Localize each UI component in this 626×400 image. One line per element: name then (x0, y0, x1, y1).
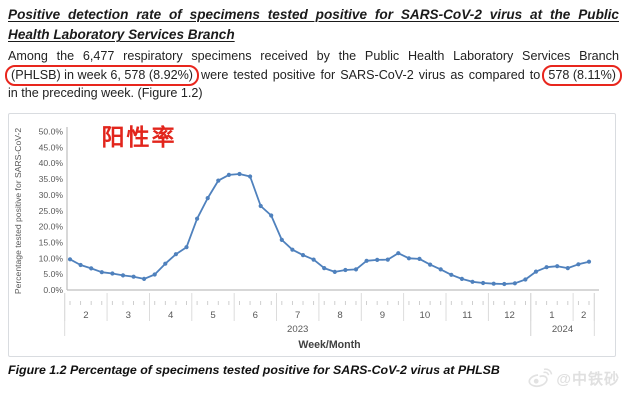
data-point-marker (406, 256, 411, 261)
data-point-marker (555, 264, 560, 269)
data-point-marker (544, 265, 549, 270)
data-point-marker (565, 266, 570, 271)
data-point-marker (89, 266, 94, 271)
data-point-marker (67, 257, 73, 262)
data-point-marker (300, 253, 306, 258)
data-point-marker (152, 272, 157, 277)
data-point-marker (353, 267, 359, 272)
data-point-marker (322, 266, 327, 271)
watermark: @中铁砂 (527, 368, 620, 389)
summary-paragraph: Among the 6,477 respiratory specimens re… (5, 47, 622, 103)
previous-week-highlight-box: 578 (8.11%) (542, 64, 622, 86)
data-point-marker (481, 280, 486, 286)
positivity-rate-annotation: 阳性率 (102, 124, 177, 150)
data-point-marker (396, 251, 401, 256)
current-week-highlight-box: (PHLSB) in week 6, 578 (8.92%) (5, 64, 199, 86)
data-point-marker (576, 262, 581, 267)
year-label: 2023 (287, 324, 308, 335)
year-label: 2024 (552, 324, 574, 335)
data-point-marker (184, 245, 189, 250)
month-label: 6 (253, 310, 258, 321)
data-point-marker (290, 247, 295, 252)
data-point-marker (163, 261, 168, 266)
data-point-marker (205, 196, 210, 201)
weibo-icon (528, 368, 553, 388)
y-tick-label: 20.0% (39, 222, 64, 232)
data-point-marker (502, 281, 507, 287)
positivity-rate-line-chart: 0.0% 5.0% 10.0% 15.0% 20.0% 25.0% 30.0% 35.0% 40… (13, 124, 599, 351)
data-point-marker (99, 270, 104, 275)
y-tick-label: 40.0% (39, 158, 64, 168)
paragraph-line-1: Among the 6,477 respiratory specimens re… (8, 49, 619, 63)
month-label: 5 (210, 310, 215, 321)
y-tick-label: 5.0% (43, 269, 63, 279)
data-point-marker (142, 276, 147, 281)
month-label: 8 (337, 310, 342, 321)
data-point-marker (470, 279, 475, 284)
paragraph-line-2-text: were tested positive for SARS-CoV-2 viru… (201, 67, 541, 82)
paragraph-line-2: (PHLSB) in week 6, 578 (8.92%) were test… (5, 64, 622, 86)
y-tick-label: 45.0% (39, 142, 64, 152)
data-point-marker (131, 274, 136, 279)
data-point-marker (428, 262, 433, 267)
y-tick-label: 0.0% (43, 285, 63, 295)
data-point-marker (279, 237, 284, 242)
document-title-line-2: Health Laboratory Services Branch (8, 27, 235, 42)
data-point-marker (512, 281, 517, 286)
y-tick-label: 25.0% (39, 206, 64, 216)
data-point-marker (237, 171, 242, 177)
data-line (69, 173, 590, 285)
y-tick-label: 15.0% (39, 237, 64, 247)
data-point-marker (248, 174, 253, 179)
month-label: 10 (419, 310, 430, 321)
data-point-marker (195, 216, 200, 221)
data-point-marker (226, 172, 231, 177)
data-point-marker (110, 271, 115, 276)
data-point-marker (78, 262, 83, 268)
data-point-marker (533, 269, 539, 274)
watermark-handle: @中铁砂 (556, 371, 620, 388)
document-title-line-1: Positive detection rate of specimens tes… (8, 7, 619, 22)
y-tick-label: 10.0% (39, 253, 64, 263)
data-point-marker (216, 178, 221, 183)
month-label: 11 (462, 310, 472, 321)
paragraph-line-3: in the preceding week. (Figure 1.2) (8, 86, 203, 100)
y-tick-label: 50.0% (39, 127, 64, 137)
data-point-marker (120, 273, 126, 278)
data-point-marker (491, 281, 496, 286)
data-point-marker (269, 213, 274, 218)
month-label: 2 (83, 310, 88, 321)
data-point-marker (449, 272, 454, 277)
month-label: 3 (126, 310, 131, 321)
month-label: 2 (581, 310, 586, 321)
data-point-marker (438, 267, 443, 272)
document-title: Positive detection rate of specimens tes… (8, 5, 619, 45)
data-point-marker (364, 258, 369, 263)
data-point-marker (343, 267, 348, 273)
month-label: 4 (168, 310, 174, 321)
y-tick-label: 30.0% (39, 190, 64, 200)
data-point-marker (385, 257, 390, 262)
month-label: 1 (549, 310, 554, 321)
data-point-marker (173, 252, 178, 257)
data-point-marker (417, 256, 422, 261)
data-point-marker (258, 203, 263, 209)
month-label: 9 (380, 310, 385, 321)
month-label: 7 (295, 310, 300, 321)
x-axis-title: Week/Month (298, 339, 360, 351)
data-point-marker (523, 277, 528, 282)
month-label: 12 (504, 310, 515, 321)
y-axis-title: Percentage tested positive for SARS-CoV-… (13, 128, 23, 294)
data-point-marker (375, 257, 380, 262)
data-point-marker (459, 276, 464, 281)
y-tick-label: 35.0% (39, 174, 64, 184)
data-point-marker (586, 259, 592, 264)
data-point-marker (311, 257, 316, 262)
data-point-marker (332, 269, 337, 274)
figure-1-2-chart-box: 0.0% 5.0% 10.0% 15.0% 20.0% 25.0% 30.0% 35.0% 40… (8, 113, 616, 357)
figure-caption: Figure 1.2 Percentage of specimens teste… (8, 363, 500, 377)
